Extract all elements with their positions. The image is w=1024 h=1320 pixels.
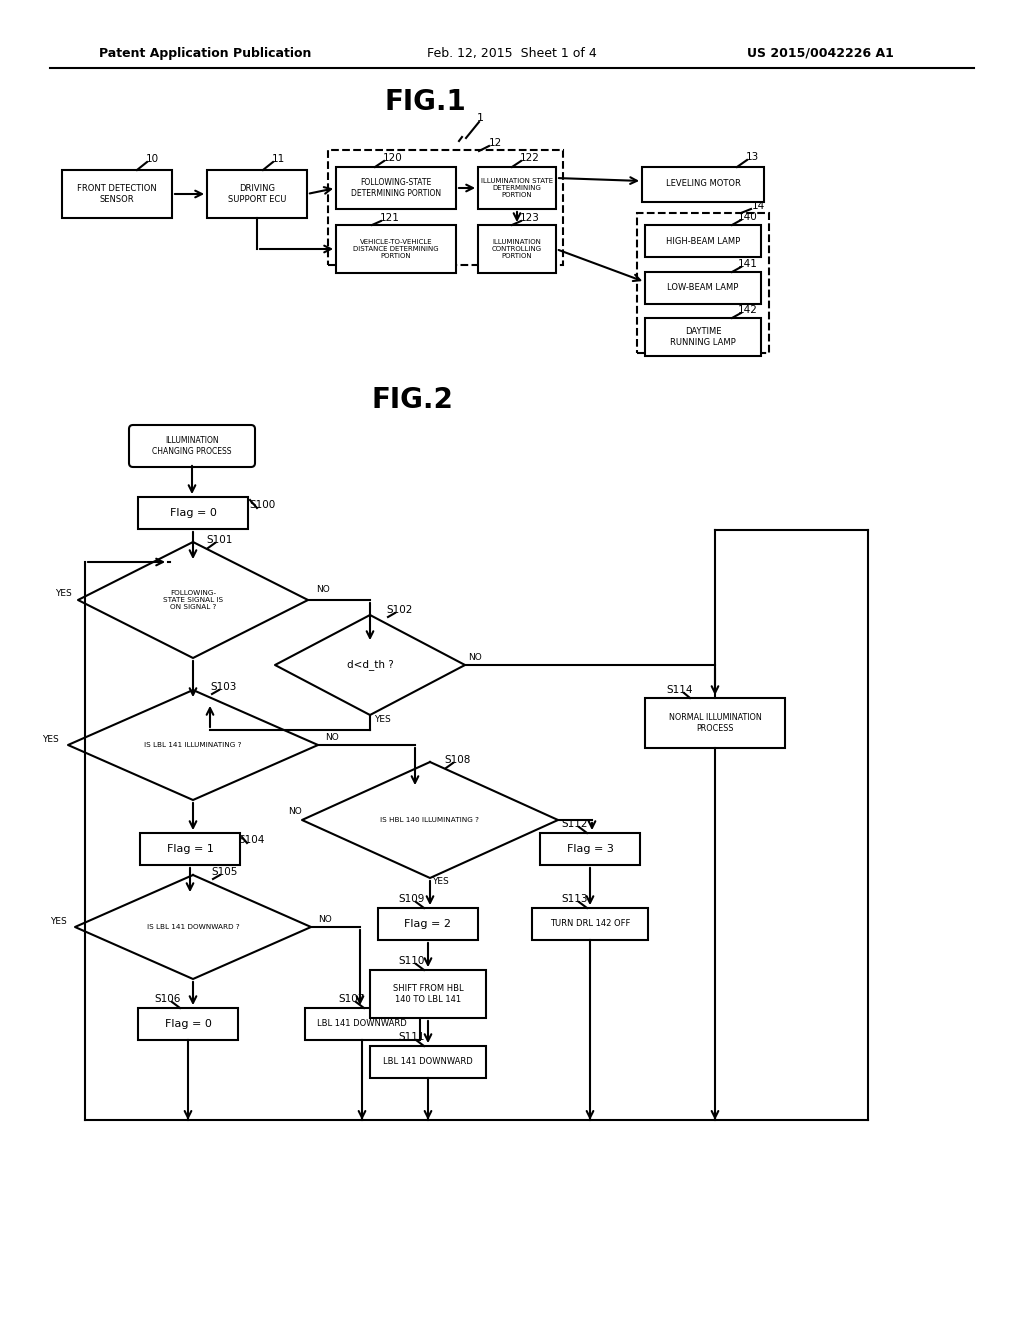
Bar [642, 168, 764, 202]
Text: S112: S112 [562, 818, 588, 829]
Bar [478, 224, 556, 273]
Bar [305, 1008, 420, 1040]
Text: YES: YES [374, 715, 390, 725]
Text: US 2015/0042226 A1: US 2015/0042226 A1 [746, 46, 893, 59]
Text: ILLUMINATION
CONTROLLING
PORTION: ILLUMINATION CONTROLLING PORTION [492, 239, 542, 259]
Text: NO: NO [316, 586, 330, 594]
Text: S103: S103 [211, 682, 238, 692]
Text: Flag = 2: Flag = 2 [404, 919, 452, 929]
Bar [336, 168, 456, 209]
Text: IS HBL 140 ILLUMINATING ?: IS HBL 140 ILLUMINATING ? [381, 817, 479, 822]
Text: 123: 123 [520, 213, 540, 223]
Bar [645, 224, 761, 257]
Bar [378, 908, 478, 940]
Text: NORMAL ILLUMINATION
PROCESS: NORMAL ILLUMINATION PROCESS [669, 713, 762, 733]
Text: 11: 11 [271, 154, 285, 164]
Text: S113: S113 [562, 894, 588, 904]
Text: IS LBL 141 DOWNWARD ?: IS LBL 141 DOWNWARD ? [146, 924, 240, 931]
Text: 142: 142 [738, 305, 758, 315]
Bar [138, 1008, 238, 1040]
Text: FRONT DETECTION
SENSOR: FRONT DETECTION SENSOR [77, 185, 157, 203]
Text: S102: S102 [387, 605, 414, 615]
Text: IS LBL 141 ILLUMINATING ?: IS LBL 141 ILLUMINATING ? [144, 742, 242, 748]
Text: NO: NO [326, 733, 339, 742]
Text: TURN DRL 142 OFF: TURN DRL 142 OFF [550, 920, 630, 928]
Text: YES: YES [432, 878, 449, 887]
Text: NO: NO [288, 808, 302, 817]
Text: LBL 141 DOWNWARD: LBL 141 DOWNWARD [383, 1057, 473, 1067]
Text: 122: 122 [520, 153, 540, 162]
Bar [540, 833, 640, 865]
Text: SHIFT FROM HBL
140 TO LBL 141: SHIFT FROM HBL 140 TO LBL 141 [392, 985, 463, 1003]
Text: 140: 140 [738, 213, 758, 222]
Text: Flag = 1: Flag = 1 [167, 843, 213, 854]
Bar [328, 150, 563, 265]
Text: S110: S110 [398, 956, 425, 966]
Text: FOLLOWING-
STATE SIGNAL IS
ON SIGNAL ?: FOLLOWING- STATE SIGNAL IS ON SIGNAL ? [163, 590, 223, 610]
Text: S104: S104 [239, 836, 265, 845]
Text: YES: YES [42, 734, 58, 743]
Text: S114: S114 [667, 685, 693, 696]
Text: LOW-BEAM LAMP: LOW-BEAM LAMP [668, 284, 738, 293]
Text: ILLUMINATION
CHANGING PROCESS: ILLUMINATION CHANGING PROCESS [153, 437, 231, 455]
Text: Patent Application Publication: Patent Application Publication [98, 46, 311, 59]
Bar [645, 318, 761, 356]
Text: 141: 141 [738, 259, 758, 269]
Text: 121: 121 [380, 213, 400, 223]
Text: 14: 14 [752, 201, 765, 211]
Text: S108: S108 [444, 755, 471, 766]
Text: S100: S100 [249, 500, 275, 510]
Text: FIG.2: FIG.2 [371, 385, 453, 414]
Text: 13: 13 [745, 152, 759, 162]
Bar [138, 498, 248, 529]
Bar [140, 833, 240, 865]
Text: VEHICLE-TO-VEHICLE
DISTANCE DETERMINING
PORTION: VEHICLE-TO-VEHICLE DISTANCE DETERMINING … [353, 239, 439, 259]
Bar [645, 698, 785, 748]
Text: S101: S101 [207, 535, 233, 545]
Text: S107: S107 [339, 994, 366, 1005]
Bar [478, 168, 556, 209]
Bar [637, 213, 769, 352]
Text: HIGH-BEAM LAMP: HIGH-BEAM LAMP [666, 236, 740, 246]
Text: S105: S105 [212, 867, 239, 876]
Text: Flag = 3: Flag = 3 [566, 843, 613, 854]
Bar [532, 908, 648, 940]
Bar [207, 170, 307, 218]
Text: Flag = 0: Flag = 0 [165, 1019, 211, 1030]
Text: 120: 120 [383, 153, 402, 162]
Text: d<d_th ?: d<d_th ? [347, 660, 393, 671]
Text: Feb. 12, 2015  Sheet 1 of 4: Feb. 12, 2015 Sheet 1 of 4 [427, 46, 597, 59]
Text: 12: 12 [488, 139, 502, 148]
Bar [62, 170, 172, 218]
Text: 1: 1 [476, 114, 483, 123]
Text: LEVELING MOTOR: LEVELING MOTOR [666, 180, 740, 189]
Bar [370, 970, 486, 1018]
Bar [370, 1045, 486, 1078]
Text: YES: YES [49, 916, 67, 925]
Text: FIG.1: FIG.1 [384, 88, 466, 116]
Text: DAYTIME
RUNNING LAMP: DAYTIME RUNNING LAMP [670, 327, 736, 347]
Text: DRIVING
SUPPORT ECU: DRIVING SUPPORT ECU [227, 185, 286, 203]
Text: S106: S106 [155, 994, 181, 1005]
Text: S111: S111 [398, 1032, 425, 1041]
FancyBboxPatch shape [129, 425, 255, 467]
Text: FOLLOWING-STATE
DETERMINING PORTION: FOLLOWING-STATE DETERMINING PORTION [351, 178, 441, 198]
Text: YES: YES [54, 590, 72, 598]
Text: ILLUMINATION STATE
DETERMINING
PORTION: ILLUMINATION STATE DETERMINING PORTION [481, 178, 553, 198]
Text: NO: NO [318, 915, 332, 924]
Bar [336, 224, 456, 273]
Bar [645, 272, 761, 304]
Text: S109: S109 [398, 894, 425, 904]
Text: 10: 10 [145, 154, 159, 164]
Text: NO: NO [468, 652, 482, 661]
Text: LBL 141 DOWNWARD: LBL 141 DOWNWARD [317, 1019, 407, 1028]
Text: Flag = 0: Flag = 0 [170, 508, 216, 517]
